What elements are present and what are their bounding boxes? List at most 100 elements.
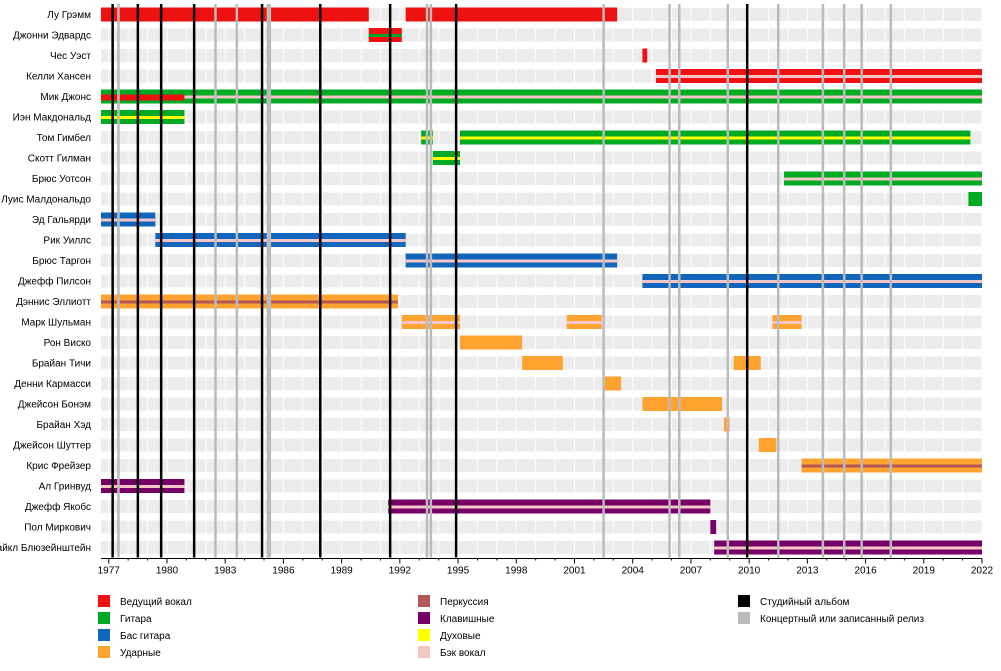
member-bar xyxy=(522,356,563,370)
member-bar-accent xyxy=(101,218,156,222)
legend-label: Гитара xyxy=(120,614,152,625)
member-bar-accent xyxy=(368,34,402,37)
member-bar-accent xyxy=(642,280,982,283)
member-name: Денни Кармасси xyxy=(14,379,91,390)
member-bar-accent xyxy=(388,505,711,509)
member-bar xyxy=(968,192,982,206)
legend-label: Бэк вокал xyxy=(440,648,486,659)
member-bar-accent xyxy=(101,116,185,119)
member-bar-overlay xyxy=(101,94,185,101)
member-bar-accent xyxy=(459,136,971,140)
row-stripe xyxy=(101,418,982,431)
member-name: Рик Уиллс xyxy=(43,236,91,247)
x-tick-label: 1995 xyxy=(447,566,470,577)
member-bar-accent xyxy=(714,546,982,550)
member-name: Рон Виско xyxy=(44,338,92,349)
x-tick-label: 2013 xyxy=(796,566,819,577)
row-stripe xyxy=(101,397,982,411)
x-tick-label: 1983 xyxy=(214,566,237,577)
legend-swatch xyxy=(98,595,110,607)
row-stripe xyxy=(101,49,982,62)
row-stripe xyxy=(101,213,982,226)
row-stripe xyxy=(101,438,982,452)
member-name: Мик Джонс xyxy=(40,92,91,103)
member-bar xyxy=(405,7,618,22)
member-name: Скотт Гилман xyxy=(28,154,91,165)
legend-label: Духовые xyxy=(440,631,481,642)
legend-swatch xyxy=(98,629,110,641)
legend-swatch xyxy=(98,612,110,624)
row-stripe xyxy=(101,151,982,165)
member-name: Джейсон Бонэм xyxy=(18,400,91,411)
x-axis: 1977 1980 1983 1986 1989 1992 1995 1998 2001 2004… xyxy=(98,558,994,577)
member-bar-accent xyxy=(101,485,185,488)
x-tick-label: 1986 xyxy=(272,566,295,577)
legend: Ведущий вокал Гитара Бас гитара Ударные Перк… xyxy=(98,595,924,659)
member-bar xyxy=(459,335,523,350)
x-tick-label: 2016 xyxy=(854,566,877,577)
member-bar-accent xyxy=(405,259,618,263)
x-tick-label: 1977 xyxy=(98,566,121,577)
x-tick-label: 1998 xyxy=(505,566,528,577)
member-name: Крис Фрейзер xyxy=(26,461,91,472)
member-name: Том Гимбел xyxy=(37,132,92,144)
member-name: Джефф Якобс xyxy=(25,501,91,513)
legend-label: Концертный или записанный релиз xyxy=(760,614,924,625)
member-name: Келли Хансен xyxy=(26,72,91,83)
legend-swatch xyxy=(418,646,430,658)
member-bar-accent xyxy=(566,321,602,324)
member-bar-accent xyxy=(155,239,406,242)
member-name: Эд Гальярди xyxy=(32,215,91,226)
member-bar xyxy=(642,397,722,411)
member-names: Лу Грэмм Джонни Эдвардс Чес Уэст Келли Ханс… xyxy=(0,10,91,554)
member-name: Джефф Пилсон xyxy=(18,276,91,288)
release-lines xyxy=(111,4,893,558)
x-tick-label: 1992 xyxy=(389,566,412,577)
member-name: Чес Уэст xyxy=(50,51,91,62)
legend-swatch xyxy=(418,595,430,607)
row-stripe xyxy=(101,192,982,206)
x-tick-label: 1980 xyxy=(156,566,179,577)
member-name: Иэн Макдональд xyxy=(13,113,91,124)
legend-label: Клавишные xyxy=(440,614,495,625)
legend-swatch xyxy=(418,629,430,641)
member-name: Брюс Таргон xyxy=(32,256,91,267)
member-name: Брюс Уотсон xyxy=(32,174,91,185)
member-bar-accent xyxy=(101,95,982,99)
member-name: Марк Шульман xyxy=(21,318,91,329)
legend-swatch xyxy=(738,612,750,624)
x-tick-label: 1989 xyxy=(331,566,354,577)
member-name: Луис Малдональдо xyxy=(1,195,91,206)
member-bar-accent xyxy=(432,157,460,160)
row-stripe xyxy=(101,336,982,349)
member-bar-accent xyxy=(772,321,802,324)
member-bar-accent xyxy=(655,75,982,78)
member-bar xyxy=(642,48,648,63)
x-tick-label: 2004 xyxy=(622,566,645,577)
x-tick-label: 2010 xyxy=(738,566,761,577)
row-stripe xyxy=(101,377,982,390)
legend-swatch xyxy=(98,646,110,658)
legend-swatch xyxy=(738,595,750,607)
member-name: Пол Миркович xyxy=(24,523,91,534)
x-tick-label: 2001 xyxy=(563,566,586,577)
member-name: Джейсон Шуттер xyxy=(13,441,91,452)
member-name: Дэннис Эллиотт xyxy=(16,297,91,308)
legend-label: Ведущий вокал xyxy=(120,597,192,608)
member-bar xyxy=(710,520,717,534)
row-stripe xyxy=(101,520,982,534)
member-bar-accent xyxy=(101,300,398,304)
member-name: Джонни Эдвардс xyxy=(13,31,91,42)
legend-label: Перкуссия xyxy=(440,597,489,608)
member-name: Брайан Тичи xyxy=(32,359,91,370)
row-stripe xyxy=(101,28,982,42)
row-stripe xyxy=(101,110,982,124)
row-stripe xyxy=(101,315,982,329)
member-name: Брайан Хэд xyxy=(36,420,91,431)
legend-label: Ударные xyxy=(120,648,161,659)
x-tick-label: 2007 xyxy=(680,566,703,577)
member-bar xyxy=(758,438,777,452)
x-tick-label: 2022 xyxy=(971,566,994,577)
legend-swatch xyxy=(418,612,430,624)
